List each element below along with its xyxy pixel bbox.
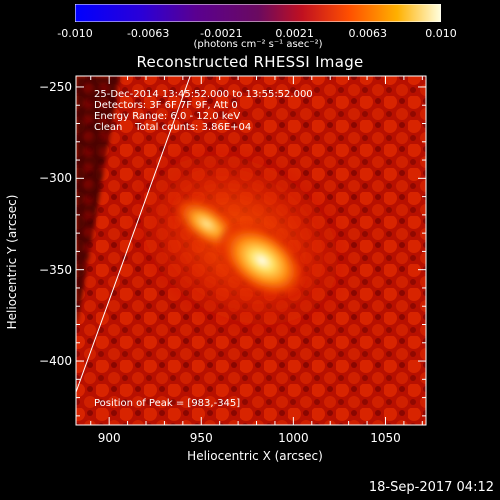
annotation-clean: Clean Total counts: 3.86E+04 bbox=[94, 122, 252, 133]
heatmap-image bbox=[76, 76, 426, 425]
chart-title: Reconstructed RHESSI Image bbox=[136, 53, 364, 71]
colorbar-tick-label: -0.0021 bbox=[200, 27, 243, 40]
y-tick-label: −350 bbox=[39, 262, 72, 277]
y-tick-label: −300 bbox=[39, 171, 72, 186]
x-tick-label: 1050 bbox=[370, 431, 401, 445]
main-source bbox=[217, 221, 307, 300]
colorbar-tick-label: -0.010 bbox=[57, 27, 93, 40]
axis-ticks bbox=[76, 76, 426, 425]
y-tick-label: −400 bbox=[39, 354, 72, 369]
x-tick-label: 1000 bbox=[278, 431, 309, 445]
colorbar-tick-label: 0.010 bbox=[425, 27, 457, 40]
annotation-energy: Energy Range: 6.0 - 12.0 keV bbox=[94, 111, 241, 122]
colorbar-tick-label: 0.0021 bbox=[275, 27, 314, 40]
plot-frame bbox=[75, 75, 427, 426]
x-tick-label: 950 bbox=[189, 431, 213, 445]
colorbar bbox=[75, 4, 441, 22]
colorbar-tick-label: 0.0063 bbox=[348, 27, 388, 40]
y-axis-label: Heliocentric Y (arcsec) bbox=[5, 194, 19, 330]
solar-limb-line bbox=[76, 76, 191, 393]
x-axis-label: Heliocentric X (arcsec) bbox=[187, 449, 323, 463]
y-tick-label: −250 bbox=[39, 79, 72, 94]
annotation-time: 25-Dec-2014 13:45:52.000 to 13:55:52.000 bbox=[94, 89, 313, 100]
datestamp: 18-Sep-2017 04:12 bbox=[368, 480, 494, 495]
annotation-detectors: Detectors: 3F 6F 7F 9F, Att 0 bbox=[94, 100, 238, 111]
colorbar-tick-label: -0.0063 bbox=[126, 27, 170, 40]
colorbar-unit-label: (photons cm⁻² s⁻¹ asec⁻²) bbox=[193, 39, 323, 50]
annotation-peak: Position of Peak = [983,-345] bbox=[94, 398, 241, 409]
x-tick-label: 900 bbox=[97, 431, 121, 445]
